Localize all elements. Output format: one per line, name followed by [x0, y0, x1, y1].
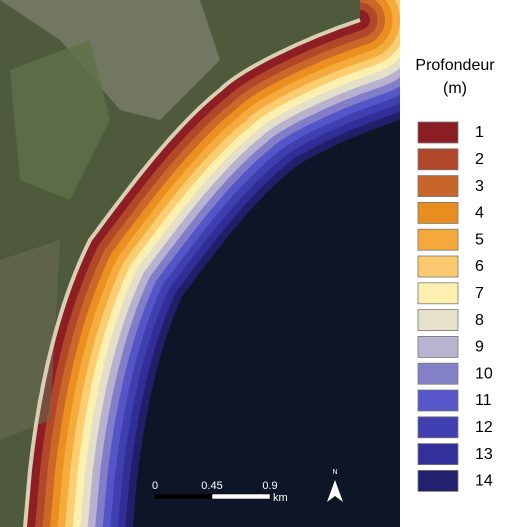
legend-title: Profondeur — [415, 57, 495, 74]
legend-label: 13 — [475, 446, 493, 463]
legend-swatch — [417, 335, 459, 358]
legend-label: 9 — [475, 339, 484, 356]
legend-swatch — [417, 309, 459, 332]
scale-unit: km — [273, 492, 288, 504]
legend-swatch — [417, 201, 459, 224]
legend-label: 5 — [475, 231, 484, 248]
legend-label: 12 — [475, 419, 493, 436]
fields — [10, 40, 110, 200]
urban-area — [0, 0, 220, 120]
legend-swatch — [417, 469, 459, 492]
legend-swatch — [417, 228, 459, 251]
legend-swatch — [417, 443, 459, 466]
legend-label: 1 — [475, 124, 484, 141]
scale-segment — [155, 494, 212, 499]
beach — [23, 18, 361, 527]
legend-swatch — [417, 121, 459, 144]
legend-label: 11 — [475, 392, 492, 409]
legend-swatch — [417, 255, 459, 278]
legend-swatch — [417, 282, 459, 305]
legend-swatch — [417, 148, 459, 171]
legend-label: 2 — [475, 151, 484, 168]
legend-label: 14 — [475, 473, 493, 490]
legend-swatch — [417, 175, 459, 198]
legend-label: 3 — [475, 178, 484, 195]
scale-label: 0.9 — [262, 480, 277, 492]
north-arrow: N — [327, 469, 343, 502]
legend-swatch — [417, 362, 459, 385]
legend-label: 7 — [475, 285, 484, 302]
north-arrow-icon — [327, 480, 343, 502]
north-label: N — [332, 469, 337, 476]
scale-label: 0 — [152, 480, 158, 492]
wetland — [0, 240, 60, 440]
legend-unit: (m) — [443, 80, 467, 97]
scale-label: 0.45 — [201, 480, 222, 492]
legend-label: 8 — [475, 312, 484, 329]
scale-segment — [211, 493, 271, 500]
scale-bar: 0 0.45 0.9 km — [152, 480, 288, 504]
legend-label: 6 — [475, 258, 484, 275]
legend-label: 10 — [475, 365, 493, 382]
legend-swatch — [417, 416, 459, 439]
legend-swatch — [417, 389, 459, 412]
legend-label: 4 — [475, 205, 484, 222]
